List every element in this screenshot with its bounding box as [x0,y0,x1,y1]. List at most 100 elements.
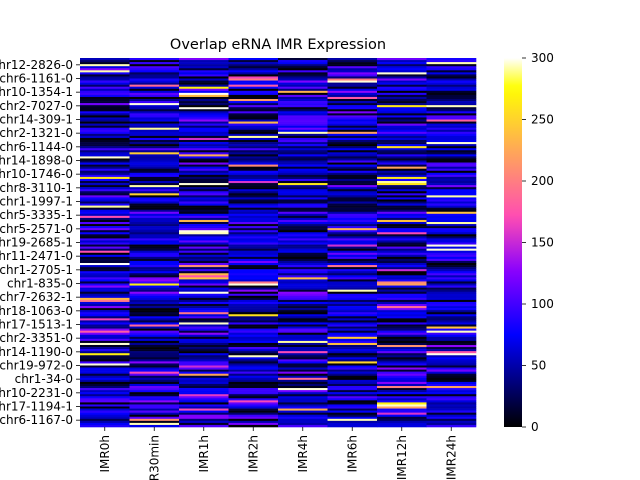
heatmap-cell [377,277,427,280]
heatmap-cell [327,72,378,75]
heatmap-cell [377,394,427,397]
heatmap-cell [179,76,229,79]
heatmap-cell [377,137,427,141]
heatmap-cell [426,197,477,200]
heatmap-cell [426,219,477,223]
heatmap-cell [278,232,328,235]
heatmap-cell [129,254,180,258]
heatmap-cell [80,353,130,356]
heatmap-cell [129,226,180,229]
heatmap-cell [179,351,229,354]
heatmap-cell [228,332,279,336]
heatmap-cell [426,424,477,428]
heatmap-cell [278,244,328,247]
heatmap-cell [377,359,427,362]
heatmap-cell [377,152,427,155]
heatmap-cell [278,224,328,227]
heatmap-cell [179,64,229,67]
heatmap-cell [129,308,180,311]
heatmap-cell [129,224,180,227]
heatmap-cell [377,142,427,145]
heatmap-cell [80,334,130,338]
heatmap-cell [426,176,477,180]
heatmap-cell [80,342,130,346]
heatmap-cell [377,207,427,210]
heatmap-cell [278,133,328,137]
heatmap-cell [228,414,279,418]
heatmap-cell [327,76,378,79]
heatmap-cell [228,219,279,223]
heatmap-cell [80,217,130,221]
heatmap-cell [80,90,130,94]
heatmap-cell [278,367,328,370]
heatmap-cell [377,183,427,186]
heatmap-cell [426,398,477,401]
heatmap-cell [377,201,427,204]
heatmap-cell [129,324,180,327]
heatmap-cell [377,90,427,94]
heatmap-cell [278,238,328,241]
heatmap-cell [377,111,427,114]
heatmap-cell [278,318,328,321]
heatmap-cell [179,101,229,104]
heatmap-cell [327,148,378,151]
heatmap-cell [179,129,229,133]
heatmap-cell [278,183,328,186]
heatmap-cell [129,217,180,221]
heatmap-cell [129,152,180,155]
heatmap-cell [278,150,328,153]
heatmap-cell [327,336,378,340]
heatmap-cell [80,164,130,167]
heatmap-cell [327,281,378,284]
heatmap-cell [426,234,477,237]
heatmap-cell [80,281,130,284]
heatmap-cell [426,306,477,309]
heatmap-cell [377,242,427,245]
heatmap-cell [228,404,279,407]
heatmap-cell [179,117,229,120]
heatmap-cell [426,92,477,96]
heatmap-cell [278,203,328,206]
heatmap-cell [179,109,229,112]
heatmap-cell [80,273,130,276]
heatmap-cell [377,412,427,415]
heatmap-cell [80,205,130,208]
heatmap-cell [426,371,477,374]
heatmap-cell [228,203,279,206]
heatmap-cell [278,205,328,208]
heatmap-cell [228,361,279,364]
heatmap-cell [179,289,229,292]
heatmap-cell [377,424,427,428]
heatmap-cell [278,207,328,210]
heatmap-cell [327,295,378,299]
heatmap-cell [228,174,279,178]
heatmap-cell [129,84,180,87]
heatmap-cell [80,219,130,223]
heatmap-cell [179,60,229,63]
heatmap-cell [80,379,130,383]
heatmap-cell [129,283,180,286]
heatmap-cell [278,285,328,288]
heatmap-cell [426,345,477,348]
heatmap-cell [278,88,328,92]
heatmap-cell [228,96,279,100]
heatmap-cell [228,78,279,81]
heatmap-cell [327,342,378,346]
heatmap-cell [426,90,477,94]
heatmap-cell [377,367,427,370]
heatmap-cell [377,197,427,200]
heatmap-cell [179,263,229,266]
heatmap-cell [327,96,378,100]
heatmap-cell [278,60,328,63]
heatmap-cell [179,80,229,83]
heatmap-cell [129,103,180,106]
heatmap-cell [426,209,477,213]
heatmap-cell [179,330,229,333]
chart-title: Overlap eRNA IMR Expression [170,37,386,53]
heatmap-cell [327,107,378,110]
heatmap-cell [377,150,427,153]
heatmap-cell [228,371,279,374]
heatmap-cell [426,123,477,126]
heatmap-cell [278,416,328,420]
heatmap-cell [327,111,378,114]
